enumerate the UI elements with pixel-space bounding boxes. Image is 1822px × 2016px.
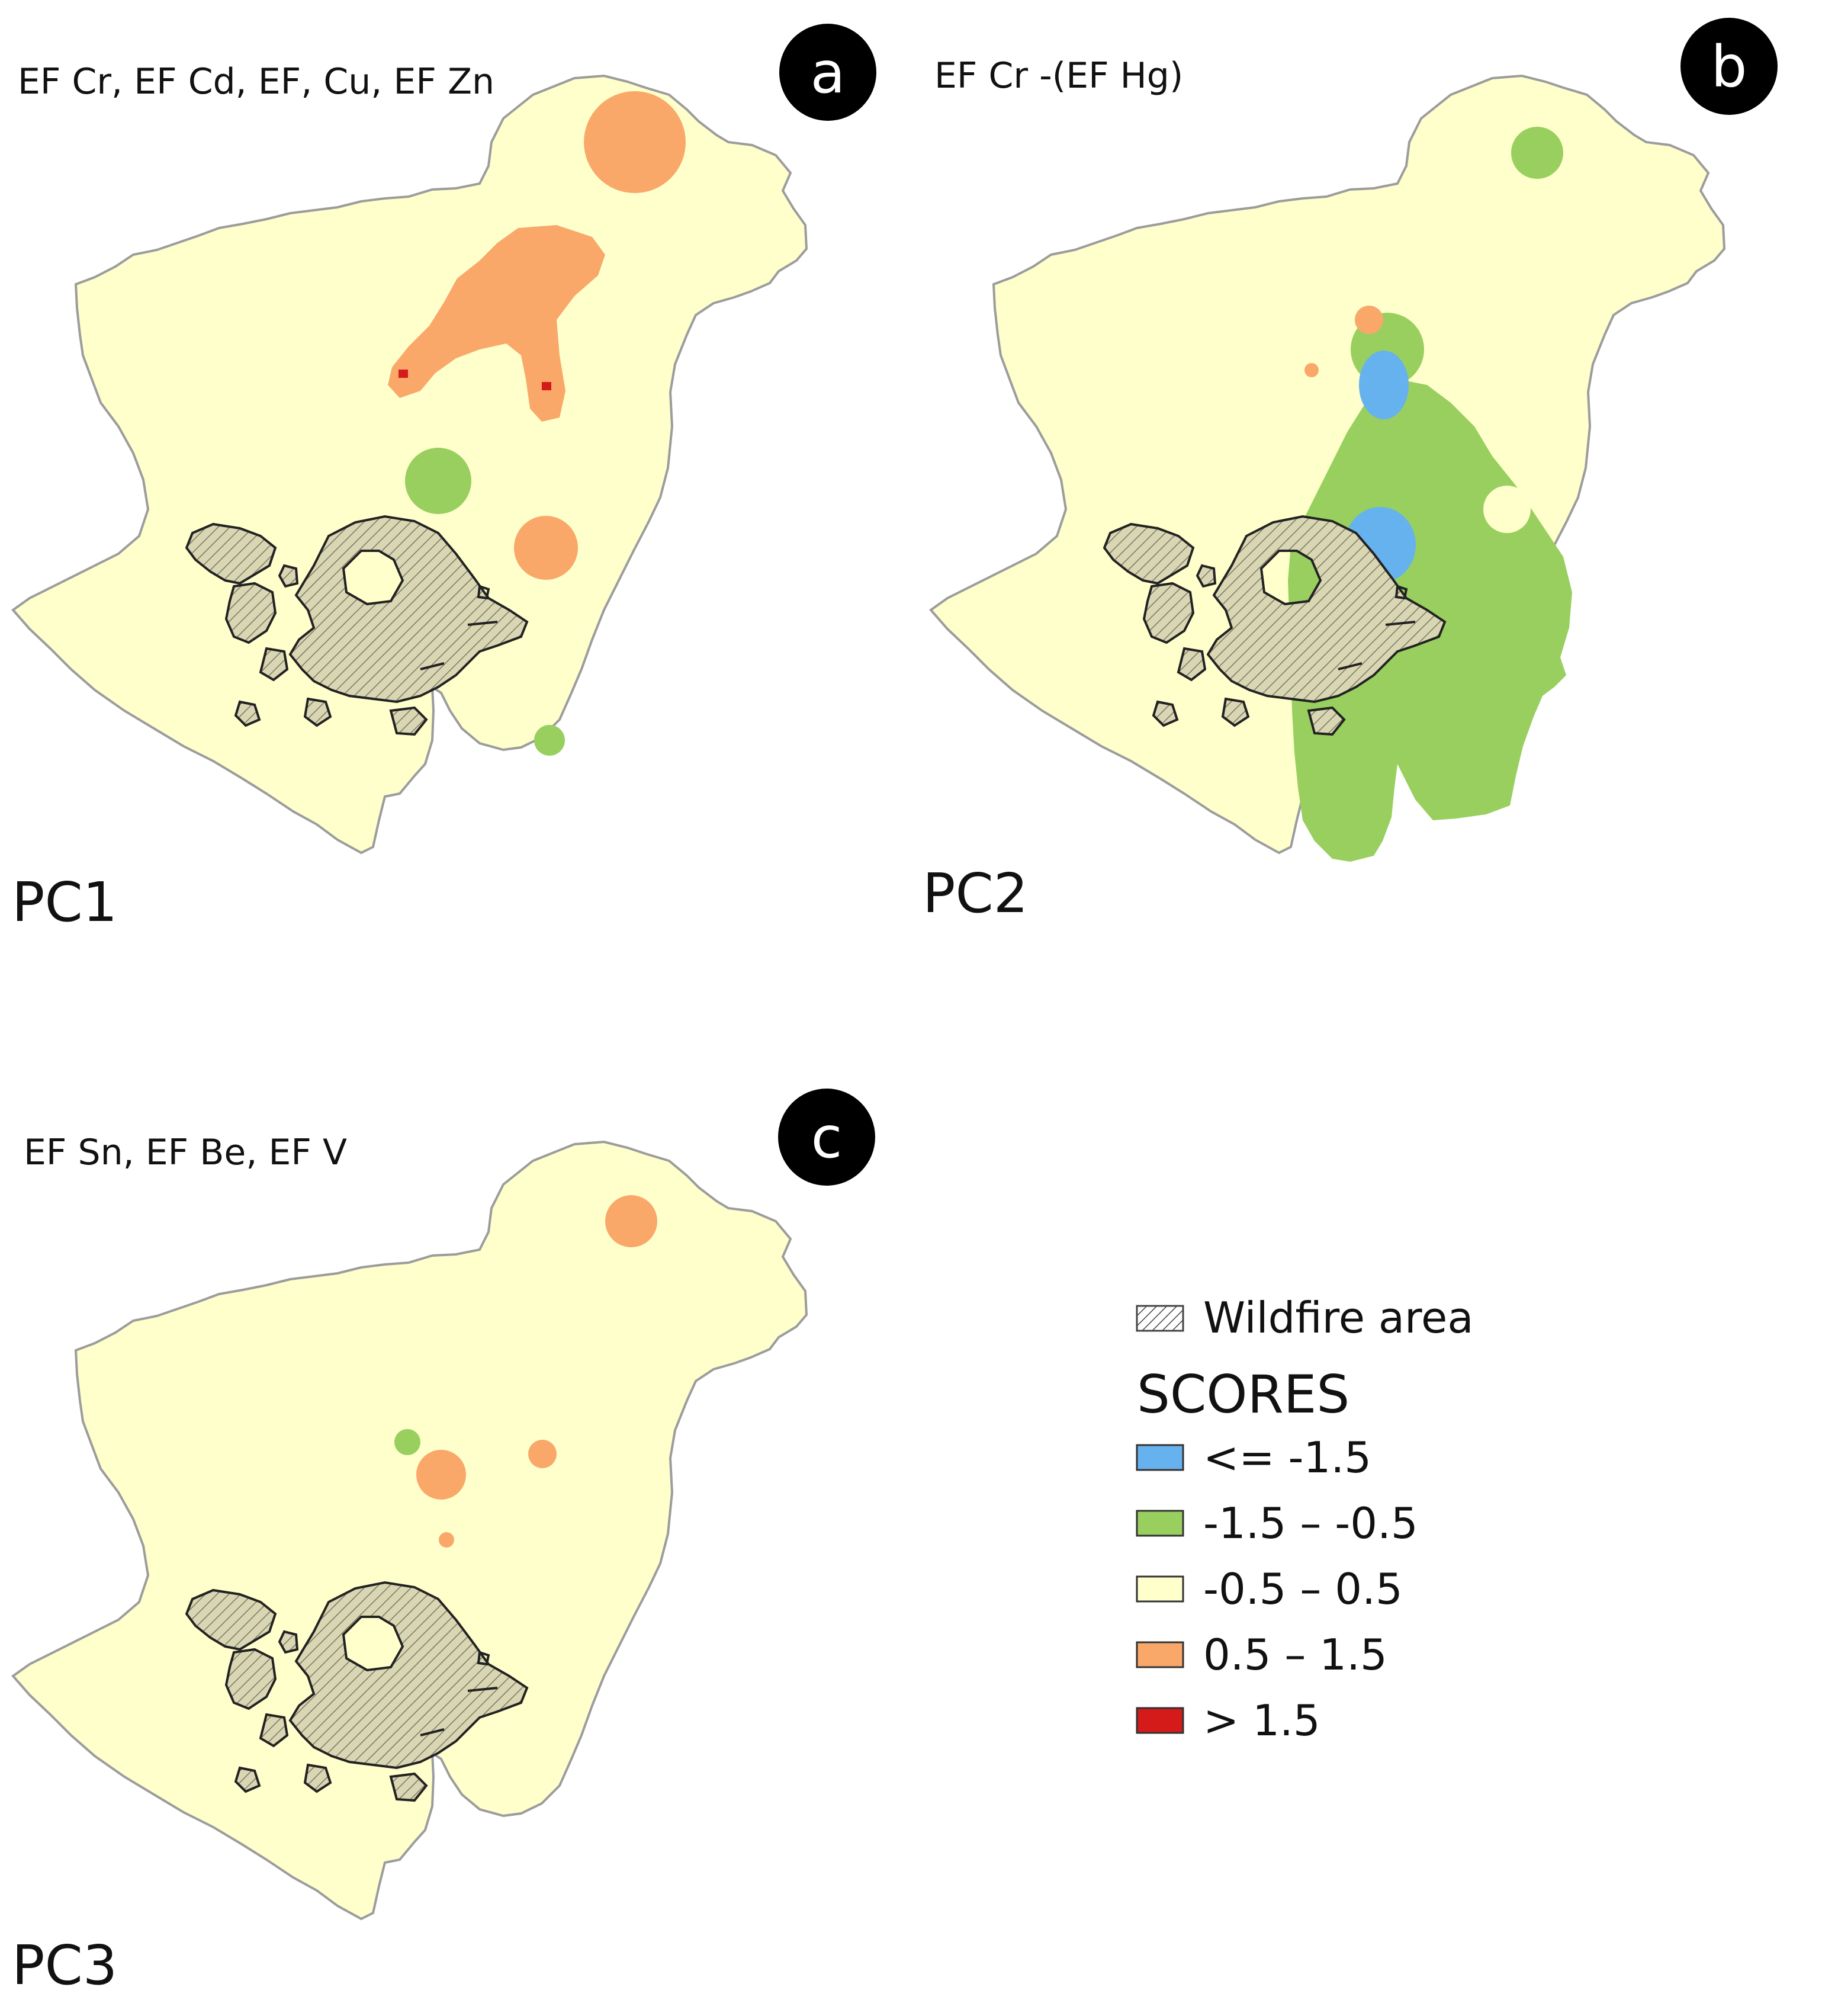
score-zone-orange <box>388 225 605 422</box>
score-zone-green <box>1329 470 1348 489</box>
panel-a-variables: EF Cr, EF Cd, EF, Cu, EF Zn <box>18 61 494 102</box>
wildfire-legend-swatch <box>1136 1305 1184 1332</box>
legend-label: -0.5 – 0.5 <box>1203 1564 1403 1614</box>
score-zone-orange <box>528 1440 557 1468</box>
badge-circle <box>778 1089 875 1186</box>
score-zone-red <box>542 382 551 390</box>
legend-label: 0.5 – 1.5 <box>1203 1630 1387 1680</box>
legend-swatch <box>1136 1641 1184 1668</box>
panel-b-badge: b <box>1680 18 1778 115</box>
badge-circle <box>779 24 876 121</box>
score-zone-orange <box>584 91 686 193</box>
wildfire-legend-label: Wildfire area <box>1203 1293 1473 1343</box>
panel-b-pc-label: PC2 <box>923 862 1028 925</box>
score-zone-orange <box>439 1532 454 1548</box>
panel-c-pc-label: PC3 <box>12 1934 117 1997</box>
legend-class: -1.5 – -0.5 <box>1136 1498 1418 1548</box>
legend-swatch <box>1136 1510 1184 1537</box>
panel-a-map <box>12 75 808 854</box>
legend: Wildfire area SCORES <= -1.5 -1.5 – -0.5… <box>1136 1293 1473 1745</box>
panel-b-variables: EF Cr -(EF Hg) <box>934 55 1183 97</box>
legend-swatch <box>1136 1575 1184 1603</box>
legend-label: > 1.5 <box>1203 1696 1320 1745</box>
score-zone-orange <box>514 516 578 580</box>
legend-swatch <box>1136 1707 1184 1734</box>
panel-c-variables: EF Sn, EF Be, EF V <box>24 1132 347 1173</box>
score-zone-orange <box>1355 306 1383 334</box>
municipality-outline <box>12 1141 808 1920</box>
score-zone-cream <box>1483 486 1531 533</box>
panel-a-pc-label: PC1 <box>12 871 117 934</box>
score-zone-green <box>394 1429 420 1455</box>
score-zone-green <box>1511 127 1563 179</box>
panel-a-badge: a <box>779 24 876 121</box>
legend-class: -0.5 – 0.5 <box>1136 1564 1403 1614</box>
panel-letter: a <box>811 40 846 106</box>
panel-c-badge: c <box>778 1089 875 1186</box>
score-zone-orange <box>605 1195 657 1247</box>
score-zone-green <box>534 725 565 756</box>
score-zone-blue <box>1359 351 1409 419</box>
legend-swatch <box>1136 1444 1184 1471</box>
score-zone-orange <box>1304 363 1319 377</box>
panel-letter: b <box>1711 34 1747 100</box>
legend-label: -1.5 – -0.5 <box>1203 1498 1418 1548</box>
legend-class: > 1.5 <box>1136 1696 1320 1745</box>
score-zone-red <box>399 370 408 378</box>
legend-class: 0.5 – 1.5 <box>1136 1630 1387 1680</box>
score-zone-orange <box>416 1450 466 1500</box>
panel-b-map <box>930 75 1725 862</box>
legend-class: <= -1.5 <box>1136 1433 1371 1482</box>
panel-c-map <box>12 1141 808 1920</box>
legend-label: <= -1.5 <box>1203 1433 1371 1482</box>
badge-circle <box>1680 18 1778 115</box>
score-zone-green <box>405 448 471 514</box>
panel-letter: c <box>811 1105 843 1171</box>
legend-title: SCORES <box>1137 1364 1349 1425</box>
